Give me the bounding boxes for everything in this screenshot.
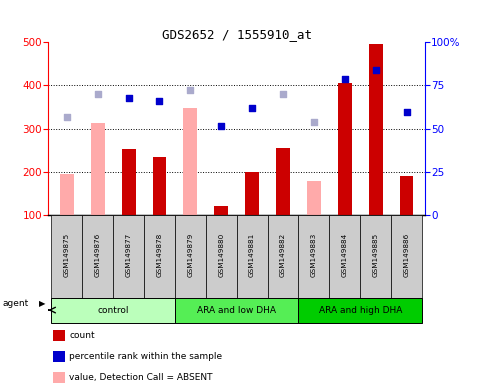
Bar [268, 215, 298, 298]
Text: ARA and high DHA: ARA and high DHA [318, 306, 402, 314]
Bar [307, 181, 321, 215]
Bar [298, 215, 329, 298]
Bar [82, 215, 113, 298]
Bar [391, 215, 422, 298]
Text: GSM149879: GSM149879 [187, 233, 193, 277]
Text: GSM149881: GSM149881 [249, 233, 255, 277]
Bar [338, 83, 352, 215]
Point [125, 95, 132, 101]
Text: GSM149886: GSM149886 [403, 233, 410, 277]
Text: agent: agent [2, 300, 28, 308]
Bar [51, 298, 175, 323]
Text: GSM149875: GSM149875 [64, 233, 70, 277]
Bar [237, 215, 268, 298]
Bar [329, 215, 360, 298]
Bar [298, 298, 422, 323]
Bar [369, 43, 383, 215]
Point [248, 105, 256, 111]
Bar [360, 215, 391, 298]
Text: count: count [69, 331, 95, 340]
Bar [51, 215, 82, 298]
Point [279, 91, 287, 97]
Point [186, 87, 194, 93]
Point [94, 91, 101, 97]
Text: ARA and low DHA: ARA and low DHA [197, 306, 276, 314]
Point [403, 109, 411, 115]
Point [310, 119, 318, 125]
Bar [399, 176, 413, 215]
Bar [113, 215, 144, 298]
Text: GSM149885: GSM149885 [372, 233, 379, 277]
Text: GSM149882: GSM149882 [280, 233, 286, 277]
Title: GDS2652 / 1555910_at: GDS2652 / 1555910_at [162, 28, 312, 41]
Point [341, 76, 349, 82]
Bar [184, 108, 197, 215]
Text: value, Detection Call = ABSENT: value, Detection Call = ABSENT [69, 373, 213, 382]
Text: control: control [98, 306, 129, 314]
Bar [60, 174, 74, 215]
Bar [276, 148, 290, 215]
Text: GSM149884: GSM149884 [342, 233, 348, 277]
Bar [144, 215, 175, 298]
Text: percentile rank within the sample: percentile rank within the sample [69, 352, 222, 361]
Bar [153, 157, 167, 215]
Point [372, 67, 380, 73]
Bar [175, 215, 206, 298]
Text: ▶: ▶ [40, 300, 46, 308]
Bar [245, 172, 259, 215]
Text: GSM149883: GSM149883 [311, 233, 317, 277]
Text: GSM149878: GSM149878 [156, 233, 162, 277]
Text: GSM149876: GSM149876 [95, 233, 101, 277]
Bar [91, 123, 105, 215]
Bar [175, 298, 298, 323]
Bar [122, 149, 136, 215]
Bar [214, 207, 228, 215]
Point [63, 114, 71, 120]
Text: GSM149877: GSM149877 [126, 233, 131, 277]
Point [217, 123, 225, 129]
Bar [206, 215, 237, 298]
Text: GSM149880: GSM149880 [218, 233, 224, 277]
Point [156, 98, 163, 104]
